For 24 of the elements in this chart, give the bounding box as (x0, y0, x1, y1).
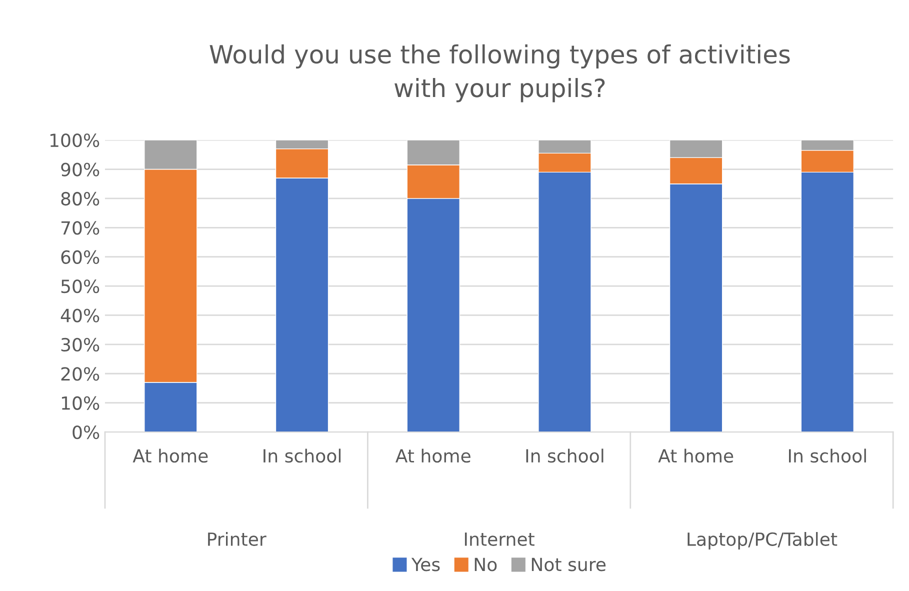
chart-title: Would you use the following types of activities with your pupils? (210, 44, 790, 102)
y-tick-label: 20% (61, 367, 100, 381)
y-tick-label: 30% (61, 338, 100, 352)
y-tick-label: 70% (61, 221, 100, 235)
x-tick-label: In school (264, 448, 341, 463)
y-tick-label: 60% (61, 250, 100, 264)
legend-label: Yes (411, 558, 440, 572)
x-tick-label: In school (526, 448, 604, 463)
x-tick-label: At home (658, 448, 734, 463)
legend-label: No (474, 558, 497, 572)
y-tick-label: 90% (61, 162, 100, 176)
legend-label: Not sure (532, 558, 606, 572)
x-tick-label: At home (132, 448, 208, 463)
text: Internet (464, 532, 534, 546)
y-tick-label: 40% (60, 308, 100, 322)
x-tick-label: In school (788, 448, 866, 463)
text: Printer (208, 532, 266, 546)
text: Laptop/PC/Tablet (688, 532, 838, 550)
y-tick-label: 80% (61, 192, 100, 206)
y-tick-label: 0% (72, 425, 100, 440)
y-tick-label: 50% (61, 280, 100, 294)
x-tick-label: At home (395, 448, 470, 463)
y-tick-label: 10% (62, 396, 100, 410)
y-tick-label: 100% (50, 134, 100, 148)
